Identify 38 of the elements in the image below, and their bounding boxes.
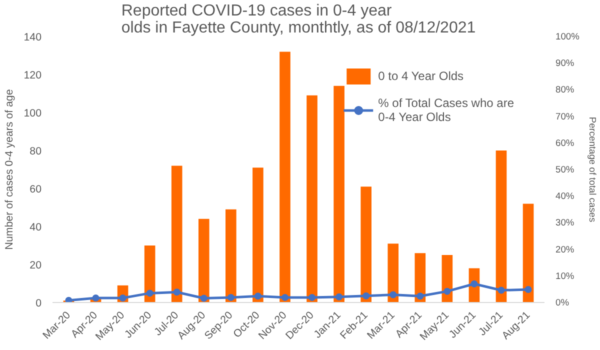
y2-tick-label: 30% [556, 218, 574, 228]
bar [360, 186, 372, 302]
y-tick-label: 0 [36, 298, 42, 310]
y-tick-label: 80 [30, 146, 42, 158]
y2-tick-label: 90% [556, 58, 574, 68]
bar [414, 253, 426, 302]
y-tick-label: 60 [30, 184, 42, 196]
y2-tick-label: 80% [556, 84, 574, 95]
y2-tick-label: 40% [556, 191, 574, 202]
bar [522, 204, 534, 302]
bar [198, 218, 210, 302]
y-tick-label: 140 [24, 32, 42, 44]
y2-tick-label: 70% [556, 111, 574, 122]
bar [496, 150, 507, 302]
bar [252, 168, 264, 302]
bar [306, 95, 318, 302]
y-axis-title: Number of cases 0-4 years of age [4, 89, 16, 250]
bar [334, 86, 344, 302]
y-tick-label: 40 [30, 222, 42, 234]
y-tick-label: 20 [30, 260, 42, 272]
bar [442, 255, 453, 302]
chart-title: Reported COVID-19 cases in 0-4 year olds in Fayette County, monthtly, as of 08/12/2021 [121, 2, 476, 36]
y2-tick-label: 100% [556, 32, 580, 42]
bar [226, 209, 236, 302]
y2-tick-label: 10% [556, 270, 574, 281]
bar [144, 246, 156, 302]
y2-tick-label: 0% [556, 298, 569, 308]
legend-label: 0 to 4 Year Olds [378, 69, 464, 83]
bar [388, 244, 399, 302]
y2-tick-label: 60% [556, 138, 574, 148]
bar [280, 52, 290, 302]
y-tick-label: 120 [24, 70, 42, 82]
bar [171, 166, 182, 302]
y-tick-label: 100 [24, 108, 42, 120]
y2-tick-label: 50% [556, 164, 574, 174]
y2-tick-label: 20% [556, 244, 574, 254]
legend-label: % of Total Cases who are 0-4 Year Olds [378, 96, 514, 124]
y2-axis-title: Percentage of total cases [587, 116, 598, 222]
